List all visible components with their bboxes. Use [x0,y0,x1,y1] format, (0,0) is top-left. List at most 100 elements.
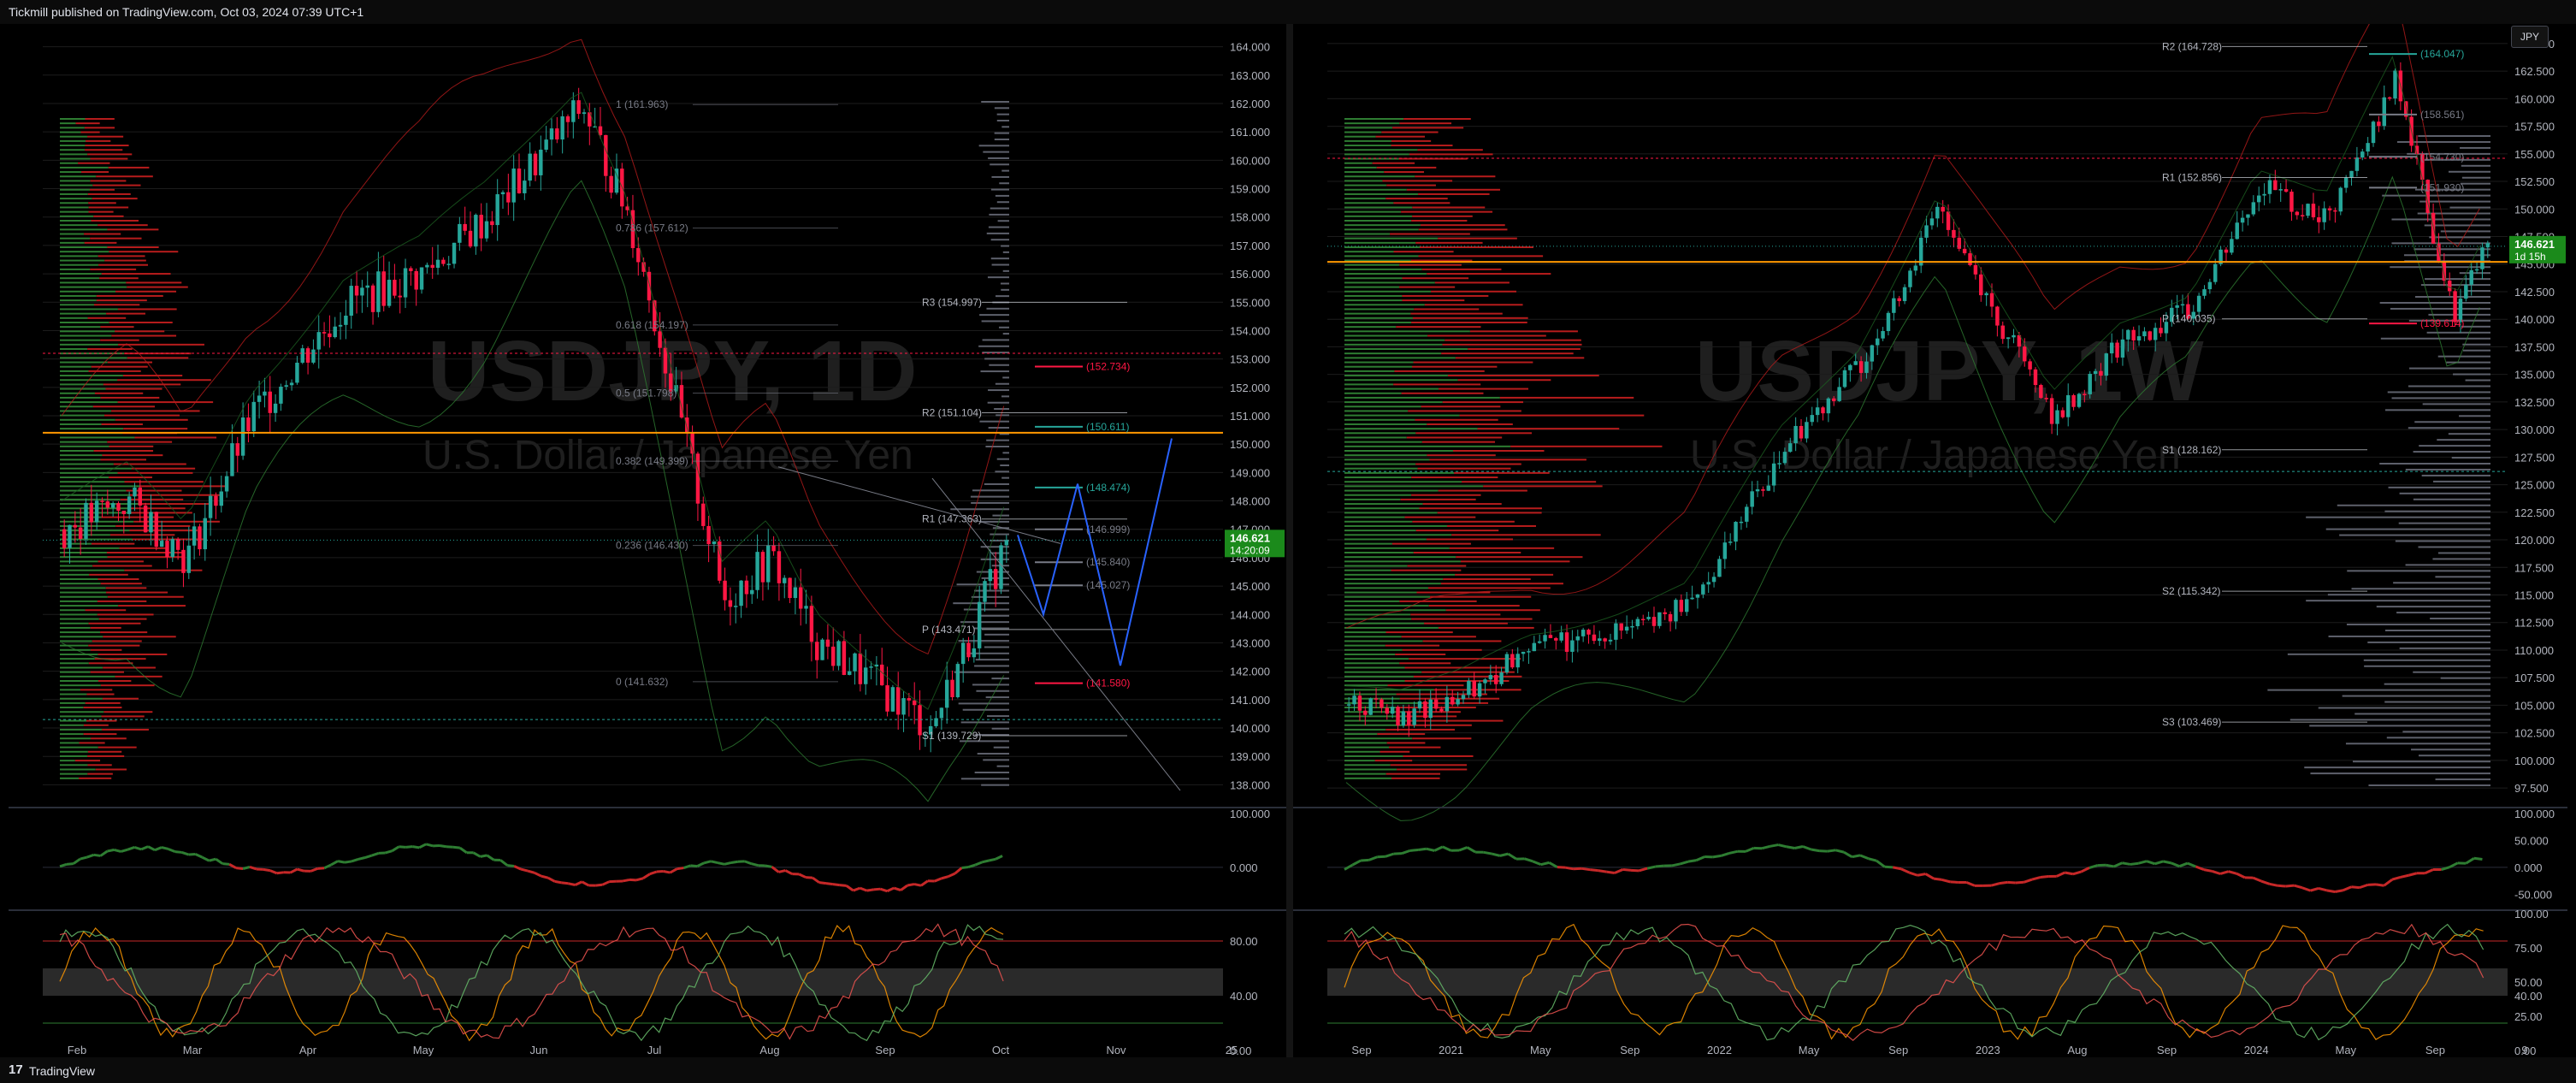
daily-chart[interactable]: USDJPY, 1DU.S. Dollar / Japanese Yen164.… [9,24,1286,1057]
candle-body [1810,415,1814,423]
volume-profile-bar [1437,512,1542,514]
volume-profile-bar [1344,428,1478,430]
volume-profile-bar [2398,522,2490,524]
candle-body [848,671,852,675]
candle-body [78,527,83,539]
volume-profile-bar [133,520,220,523]
symbol-currency-button[interactable]: JPY [2511,26,2549,48]
momentum-line [1900,867,1911,874]
pivot-label: R2 (151.104) [922,407,982,419]
volume-profile-bar [2384,510,2490,512]
volume-profile-bar [959,740,1009,743]
volume-profile-bar [85,145,129,147]
volume-profile-bar [996,113,1009,115]
volume-profile-bar [1344,251,1394,253]
momentum-line [2465,857,2475,865]
volume-profile-bar [1344,334,1428,337]
momentum-line [574,880,583,886]
volume-profile-bar [88,210,114,213]
volume-profile-bar [1344,605,1429,607]
volume-profile-bar [118,605,186,607]
volume-profile-bar [1387,684,1464,687]
volume-profile-bar [60,251,109,253]
candle-body [2131,329,2136,341]
candle-body [874,664,879,667]
momentum-line [866,888,874,892]
volume-profile-bar [105,388,162,390]
candle-body [2251,202,2256,215]
volume-profile-bar [1344,777,1392,779]
volume-profile-bar [2446,361,2490,364]
momentum-line [351,858,359,863]
volume-profile-bar [2414,421,2490,423]
volume-profile-bar [1499,396,1634,399]
momentum-line [1639,867,1648,873]
volume-profile-bar [2403,254,2490,257]
volume-profile-bar [108,166,150,169]
candle-body [1575,636,1580,641]
left-chart-panel[interactable]: USDJPY, 1D U.S. Dollar / Japanese Yen 164.… [9,24,1286,1057]
volume-profile-bar [1483,485,1603,488]
volume-profile-bar [1344,445,1511,447]
candle-body [419,267,424,290]
volume-profile-bar [1391,542,1471,545]
momentum-line [954,867,963,875]
momentum-line [1401,849,1411,855]
momentum-line [1458,846,1468,852]
candle-body [2230,239,2234,253]
tradingview-logo-icon[interactable]: 17 [9,1062,23,1077]
stoch-tick-label: 40.00 [2514,990,2543,1003]
right-chart-panel[interactable]: USDJPY, 1WU.S. Dollar / Japanese Yen165.… [1293,0,2567,1057]
volume-profile-bar [115,675,162,678]
candle-body [1913,265,1918,271]
candle-body [1564,632,1569,652]
volume-profile-bar [980,546,1009,548]
volume-profile-bar [60,733,84,736]
candle-body [712,541,717,545]
volume-profile-bar [1469,330,1578,333]
volume-profile-bar [1380,750,1410,753]
volume-profile-bar [1422,640,1502,642]
candle-body [2420,153,2425,180]
momentum-line [547,876,556,883]
volume-profile-bar [60,666,103,669]
momentum-line [967,863,976,868]
volume-profile-bar [1001,288,1009,291]
time-axis-label: Jun [530,1044,548,1056]
candle-body [1004,540,1009,546]
candle-body [1624,626,1629,631]
volume-profile-bar [60,317,88,319]
momentum-line [845,885,854,892]
volume-profile-bar [984,358,1009,360]
volume-profile-bar [2368,784,2490,787]
volume-profile-bar [1344,689,1434,691]
volume-profile-bar [123,428,188,430]
volume-profile-bar [103,636,176,638]
price-tick-label: 154.000 [1230,324,1270,337]
volume-profile-bar [1344,224,1421,227]
volume-profile-bar [60,157,91,160]
panel-divider[interactable] [1286,24,1293,1057]
momentum-tick-label: 100.000 [1230,808,1270,820]
volume-profile-bar [97,653,168,655]
candle-body [1641,618,1645,621]
volume-profile-bar [1344,485,1484,488]
candle-body [2327,208,2332,210]
volume-profile-bar [979,314,1009,317]
volume-profile-bar [2408,319,2490,322]
volume-profile-bar [1002,269,1009,272]
candle-body [251,401,256,432]
candle-body [799,587,803,609]
momentum-line [900,884,908,891]
momentum-line [1811,848,1820,853]
volume-profile-bar [117,379,211,382]
candle-body [300,348,304,363]
momentum-line [1827,849,1836,853]
fib-label: 0.5 (151.798) [616,388,676,399]
volume-profile-bar [1344,733,1378,736]
tradingview-brand[interactable]: TradingView [29,1064,96,1078]
volume-profile-bar [60,308,118,311]
candle-body [890,687,895,712]
volume-profile-bar [97,600,147,602]
weekly-chart[interactable]: USDJPY, 1WU.S. Dollar / Japanese Yen165.… [1293,0,2567,1057]
